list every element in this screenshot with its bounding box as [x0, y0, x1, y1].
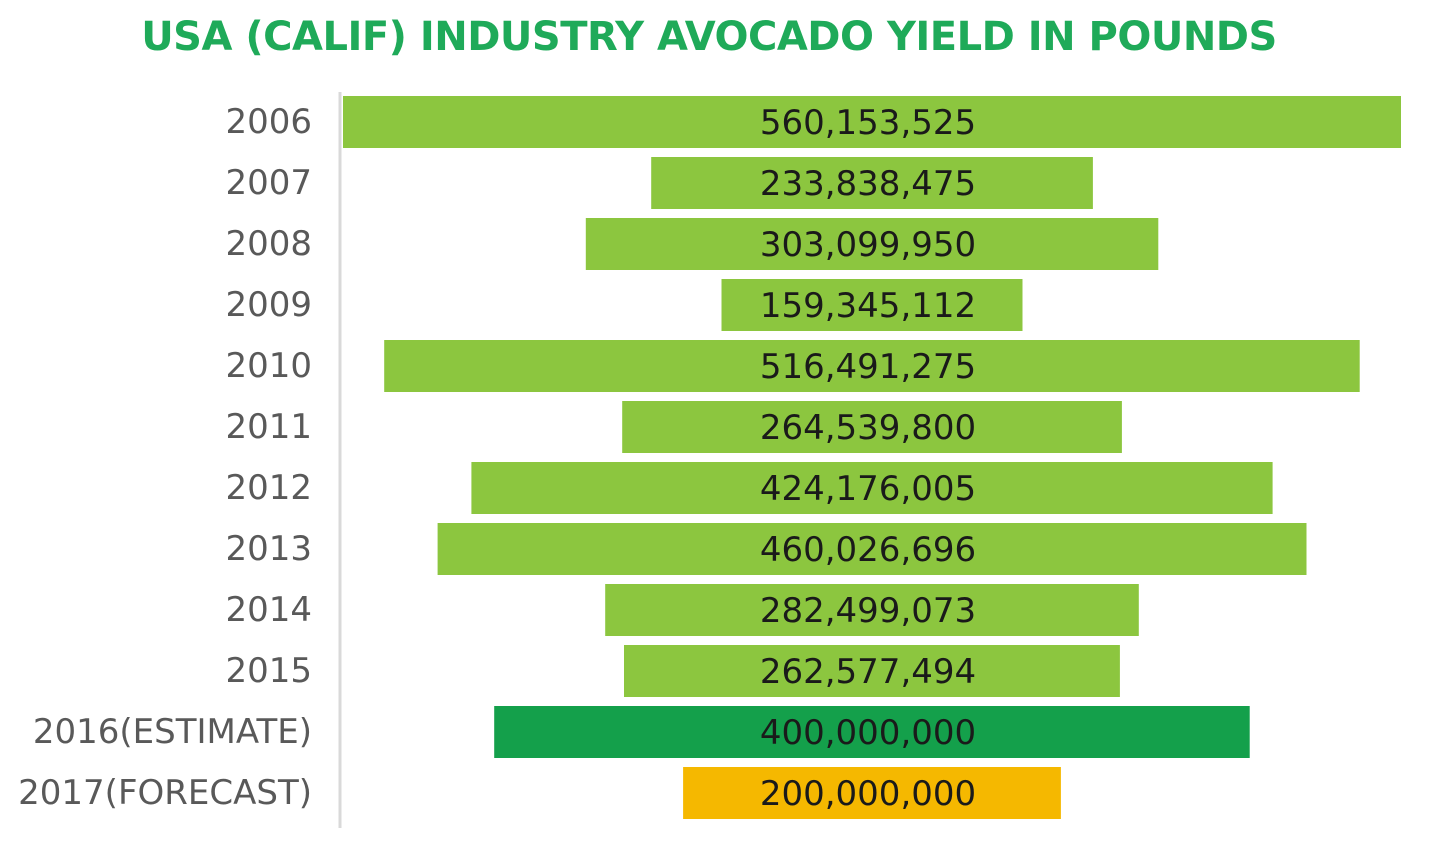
category-label: 2012 — [225, 468, 312, 508]
data-label: 400,000,000 — [760, 713, 976, 753]
data-label: 460,026,696 — [760, 530, 976, 570]
bar-2008 — [585, 218, 1159, 270]
category-label: 2015 — [225, 651, 312, 691]
bar-2007 — [651, 157, 1093, 209]
category-label: 2016(ESTIMATE) — [33, 712, 312, 752]
data-label: 233,838,475 — [760, 164, 976, 204]
category-label: 2014 — [225, 590, 312, 630]
data-label: 516,491,275 — [760, 347, 976, 387]
data-label: 560,153,525 — [760, 103, 976, 143]
data-label: 282,499,073 — [760, 591, 976, 631]
bar-2011 — [622, 401, 1122, 453]
category-label: 2007 — [225, 163, 312, 203]
data-label: 262,577,494 — [760, 652, 976, 692]
category-label: 2011 — [225, 407, 312, 447]
category-label: 2010 — [225, 346, 312, 386]
bar-2017-forecast — [683, 767, 1061, 819]
category-label: 2013 — [225, 529, 312, 569]
bar-2014 — [605, 584, 1139, 636]
category-label: 2006 — [225, 102, 312, 142]
bar-2012 — [471, 462, 1273, 514]
data-label: 264,539,800 — [760, 408, 976, 448]
bar-2013 — [437, 523, 1307, 575]
category-label: 2008 — [225, 224, 312, 264]
data-labels-group: 560,153,525 233,838,475 303,099,950 159,345… — [760, 103, 976, 814]
chart-title: USA (CALIF) INDUSTRY AVOCADO YIELD IN PO… — [141, 14, 1277, 60]
bar-2010 — [384, 340, 1360, 392]
bar-2006 — [343, 96, 1401, 148]
category-label: 2017(FORECAST) — [18, 773, 312, 813]
data-label: 424,176,005 — [760, 469, 976, 509]
category-label: 2009 — [225, 285, 312, 325]
category-labels-group: 2006 2007 2008 2009 2010 2011 2012 2013 2014 2015… — [18, 102, 312, 813]
bar-2015 — [624, 645, 1120, 697]
bars-group — [343, 96, 1401, 819]
bar-2009 — [721, 279, 1023, 331]
data-label: 159,345,112 — [760, 286, 976, 326]
bar-2016-estimate — [494, 706, 1250, 758]
data-label: 200,000,000 — [760, 774, 976, 814]
data-label: 303,099,950 — [760, 225, 976, 265]
